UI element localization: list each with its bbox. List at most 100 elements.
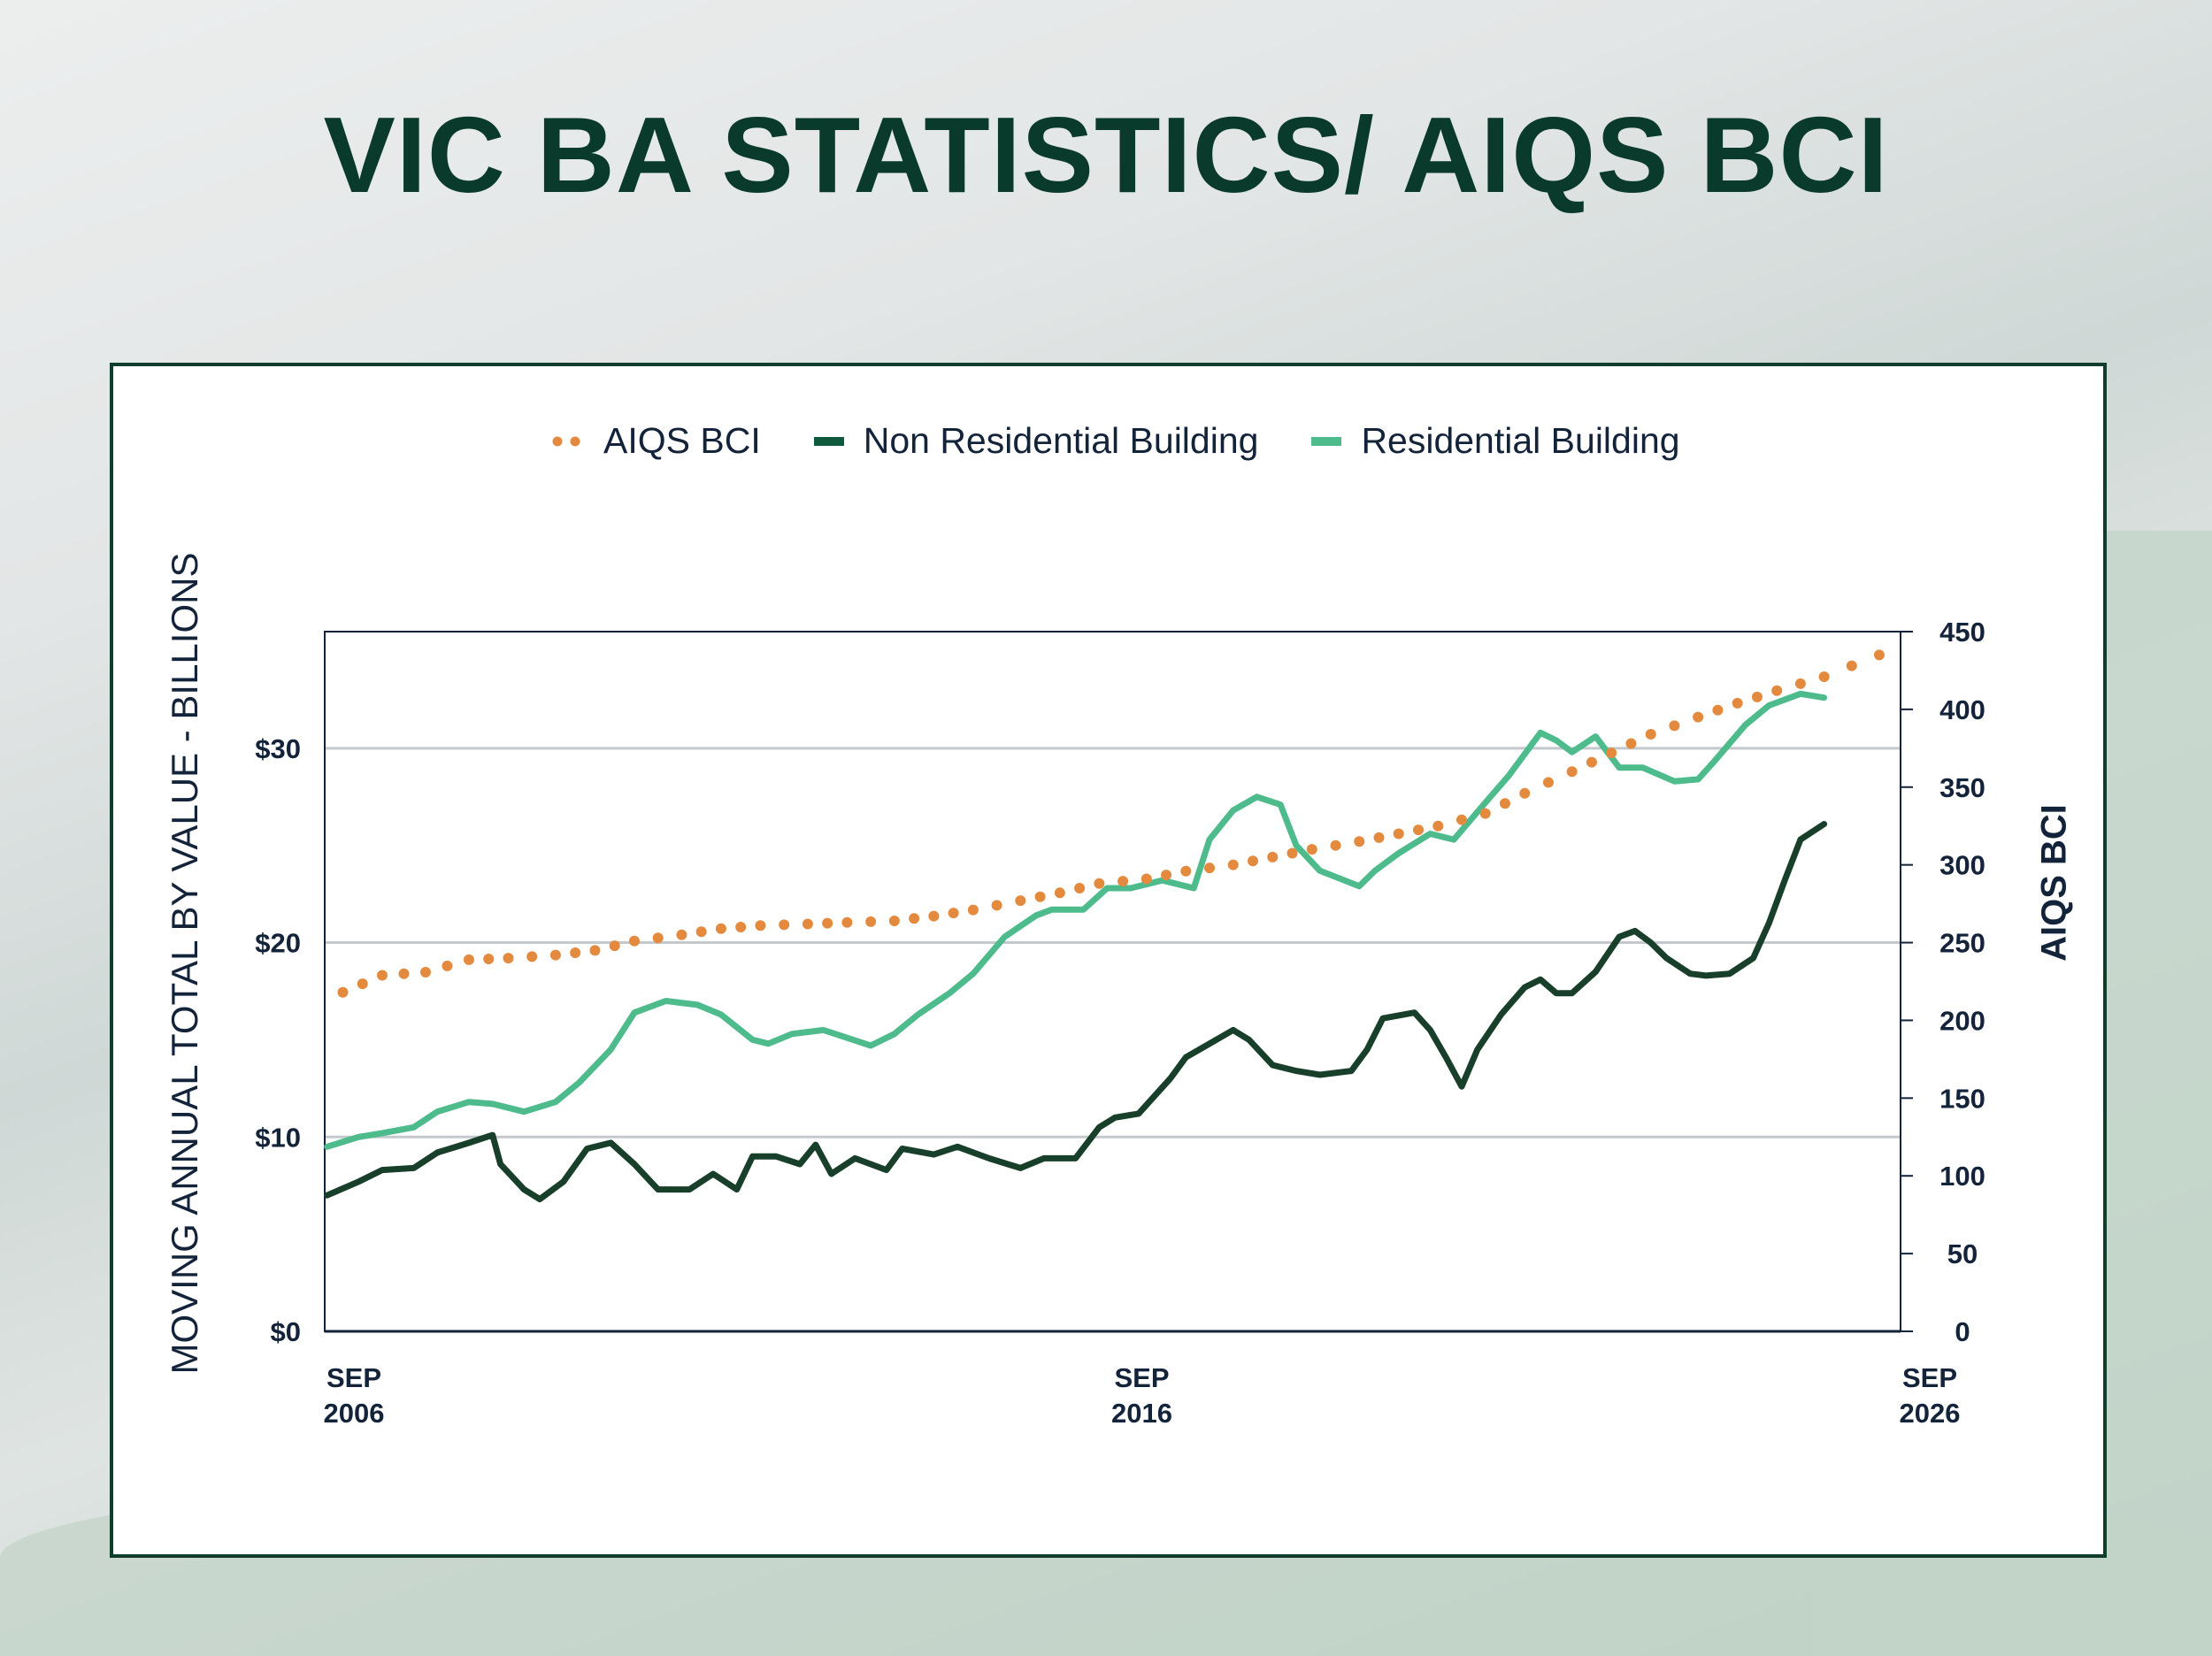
bci-point	[1499, 798, 1510, 809]
bci-point	[948, 908, 959, 919]
bci-point	[337, 986, 349, 998]
bci-point	[442, 960, 453, 971]
bci-point	[483, 954, 495, 965]
legend-label: AIQS BCI	[603, 420, 761, 461]
bci-point	[589, 945, 601, 956]
bci-point	[676, 929, 687, 940]
bci-point	[1306, 844, 1317, 855]
bci-point	[1586, 756, 1597, 768]
y2-tick-label: 350	[1939, 772, 1985, 803]
bci-point	[570, 947, 581, 958]
y-tick-label: $30	[255, 733, 301, 764]
bci-point	[1354, 836, 1365, 847]
bci-point	[463, 954, 474, 965]
bci-point	[1846, 660, 1857, 671]
bci-point	[779, 919, 790, 931]
bci-point	[1771, 685, 1783, 696]
residential-line	[324, 690, 1828, 1150]
bci-point	[1712, 704, 1724, 716]
x-tick-label: SEP	[326, 1362, 381, 1393]
bci-point	[1542, 777, 1554, 788]
y2-tick-label: 450	[1939, 617, 1985, 648]
legend-label: Non Residential Building	[863, 420, 1259, 461]
bci-point	[419, 966, 431, 978]
x-tick-label: 2026	[1900, 1398, 1961, 1429]
bci-point	[1034, 891, 1046, 902]
y2-tick-label: 50	[1947, 1238, 1978, 1269]
bci-point	[1161, 870, 1172, 881]
bci-point	[888, 915, 900, 926]
bci-point	[652, 932, 664, 944]
bci-point	[865, 916, 877, 927]
bci-point	[357, 978, 368, 990]
bci-point	[398, 968, 410, 979]
y2-tick-label: 150	[1939, 1083, 1985, 1114]
bci-point	[1794, 678, 1806, 689]
bci-point	[1094, 878, 1105, 889]
bci-point	[695, 926, 707, 938]
bci-point	[1479, 808, 1491, 819]
bci-point	[1204, 862, 1216, 874]
bci-point	[526, 951, 538, 962]
bci-point	[1227, 859, 1239, 870]
bci-point	[715, 923, 726, 934]
bci-point	[1432, 820, 1444, 832]
bci-point	[1625, 738, 1637, 749]
bci-point	[1248, 855, 1259, 867]
bci-point	[1606, 748, 1617, 759]
bci-point	[822, 917, 833, 929]
bci-point	[1074, 883, 1086, 894]
bci-point	[802, 918, 813, 930]
bci-point	[928, 910, 940, 922]
x-tick-label: SEP	[1902, 1362, 1957, 1393]
legend-swatch-bci	[549, 435, 584, 447]
bci-point	[967, 904, 979, 916]
bci-point	[991, 900, 1002, 911]
bci-point	[1669, 720, 1680, 732]
x-tick-label: SEP	[1114, 1362, 1169, 1393]
chart-card	[110, 363, 2107, 1558]
legend-item-residential: Residential Building	[1311, 420, 1680, 462]
y2-tick-label: 200	[1939, 1005, 1985, 1036]
bci-point	[377, 970, 388, 981]
bci-point	[1054, 887, 1065, 899]
legend-item-non-residential: Non Residential Building	[813, 420, 1259, 462]
bci-point	[735, 921, 747, 932]
page-title: VIC BA STATISTICS/ AIQS BCI	[323, 95, 1889, 215]
bci-point	[909, 913, 920, 924]
bci-point	[1693, 711, 1704, 723]
bci-point	[1141, 873, 1152, 885]
y2-tick-label: 100	[1939, 1161, 1985, 1192]
bci-point	[1751, 691, 1763, 702]
bci-point	[1519, 787, 1531, 799]
bci-point	[1267, 851, 1279, 862]
y-tick-label: $0	[271, 1316, 301, 1347]
y2-tick-label: 0	[1955, 1316, 1970, 1347]
y2-tick-label: 300	[1939, 850, 1985, 881]
bci-point	[1015, 895, 1026, 907]
bci-point	[1566, 766, 1578, 778]
bci-point	[1330, 840, 1341, 851]
non-residential-line	[324, 821, 1828, 1203]
bci-point	[628, 935, 640, 947]
bci-point	[755, 920, 766, 932]
bci-point	[1393, 828, 1404, 840]
bci-point	[841, 916, 853, 928]
y2-tick-label: 250	[1939, 928, 1985, 959]
y-tick-label: $20	[255, 928, 301, 959]
bci-point	[1873, 649, 1885, 661]
bci-point	[549, 949, 561, 961]
bci-point	[1118, 876, 1129, 887]
plot-frame	[324, 631, 1901, 1332]
bci-point	[609, 940, 620, 952]
chart-legend: AIQS BCI Non Residential Building Reside…	[549, 420, 1680, 462]
bci-point	[1818, 671, 1830, 682]
x-tick-label: 2016	[1111, 1398, 1172, 1429]
bci-point	[503, 953, 514, 964]
legend-swatch-residential	[1311, 436, 1342, 446]
legend-swatch-non-residential	[813, 436, 844, 446]
y2-tick-label: 400	[1939, 694, 1985, 725]
x-tick-label: 2006	[324, 1398, 385, 1429]
bci-point	[1286, 847, 1298, 859]
